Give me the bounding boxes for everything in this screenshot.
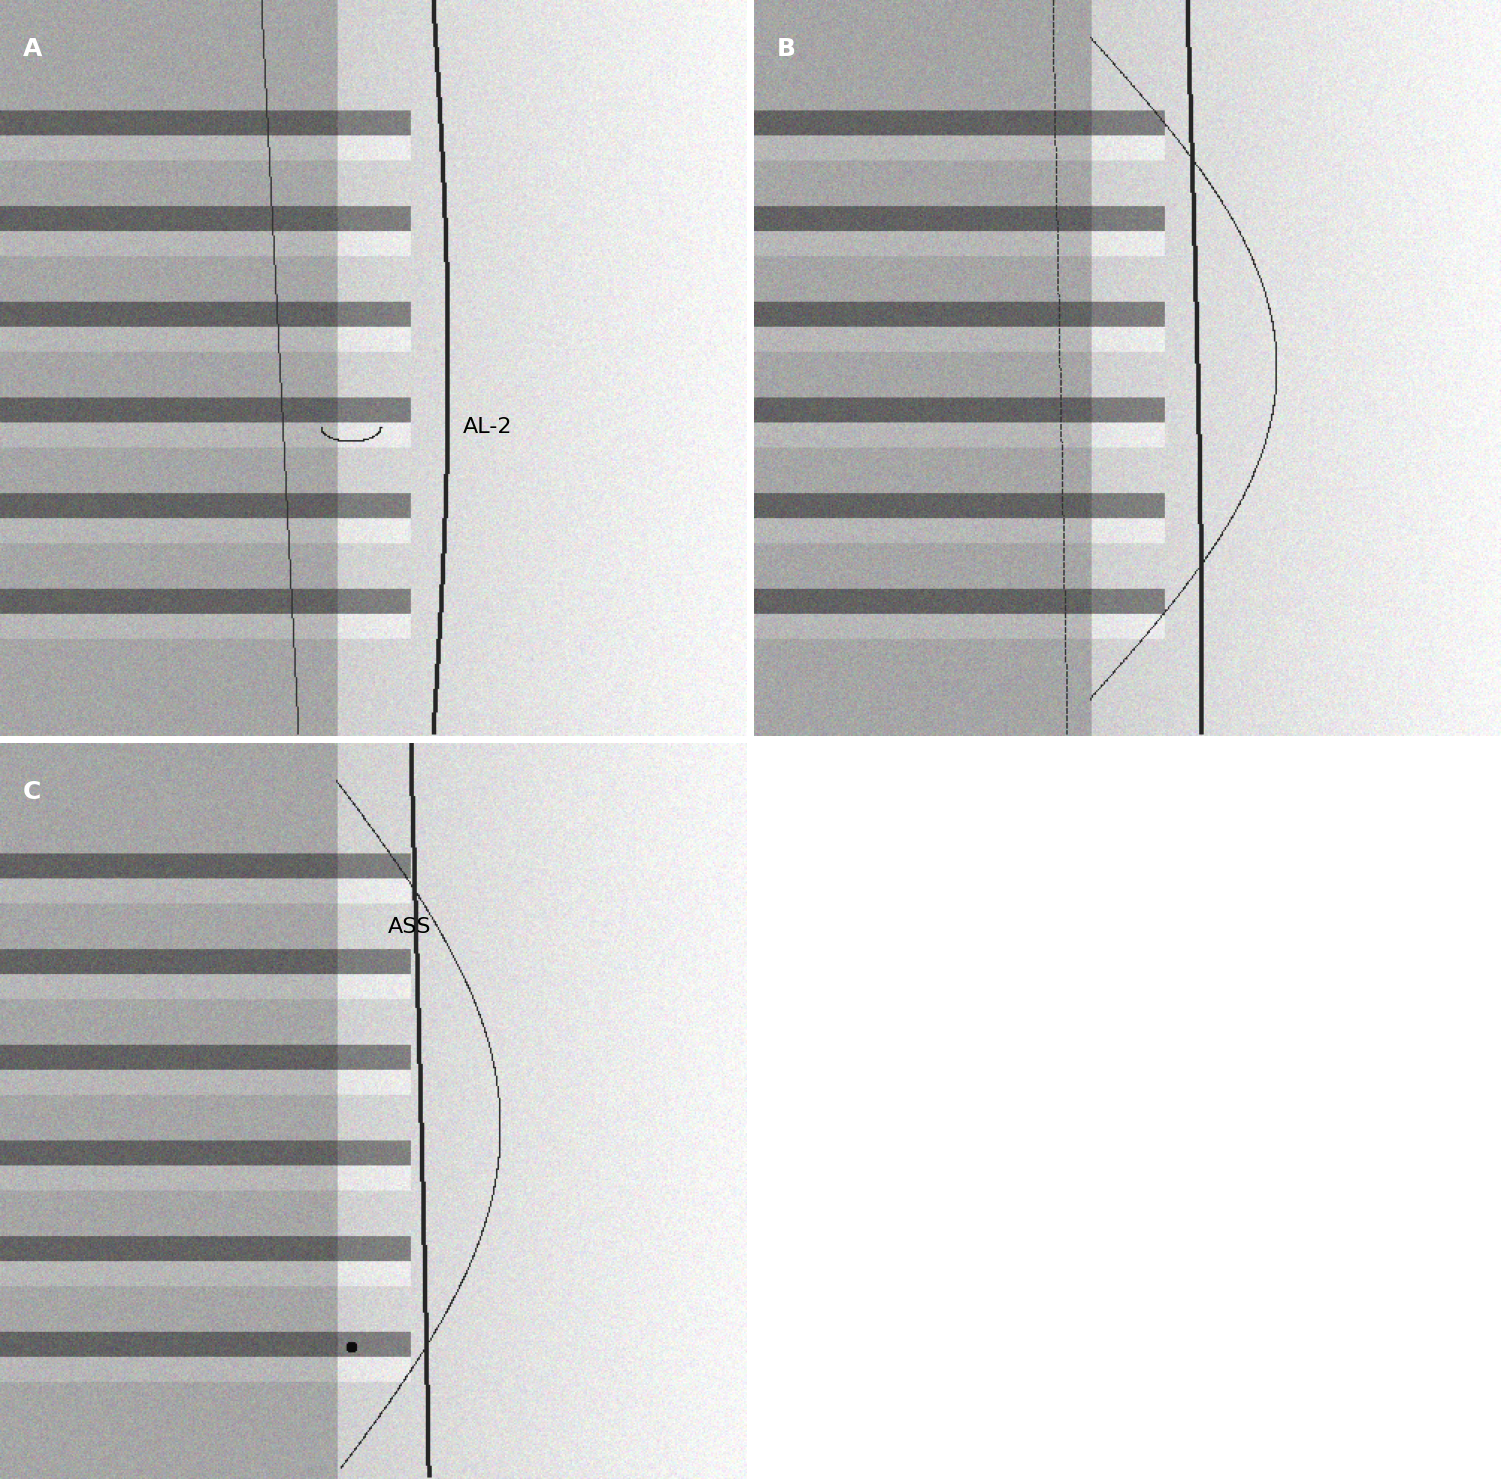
- Text: A: A: [23, 37, 42, 61]
- Text: AL-2: AL-2: [462, 417, 512, 436]
- Text: ASS: ASS: [389, 917, 432, 938]
- Text: B: B: [776, 37, 796, 61]
- Text: C: C: [23, 779, 41, 805]
